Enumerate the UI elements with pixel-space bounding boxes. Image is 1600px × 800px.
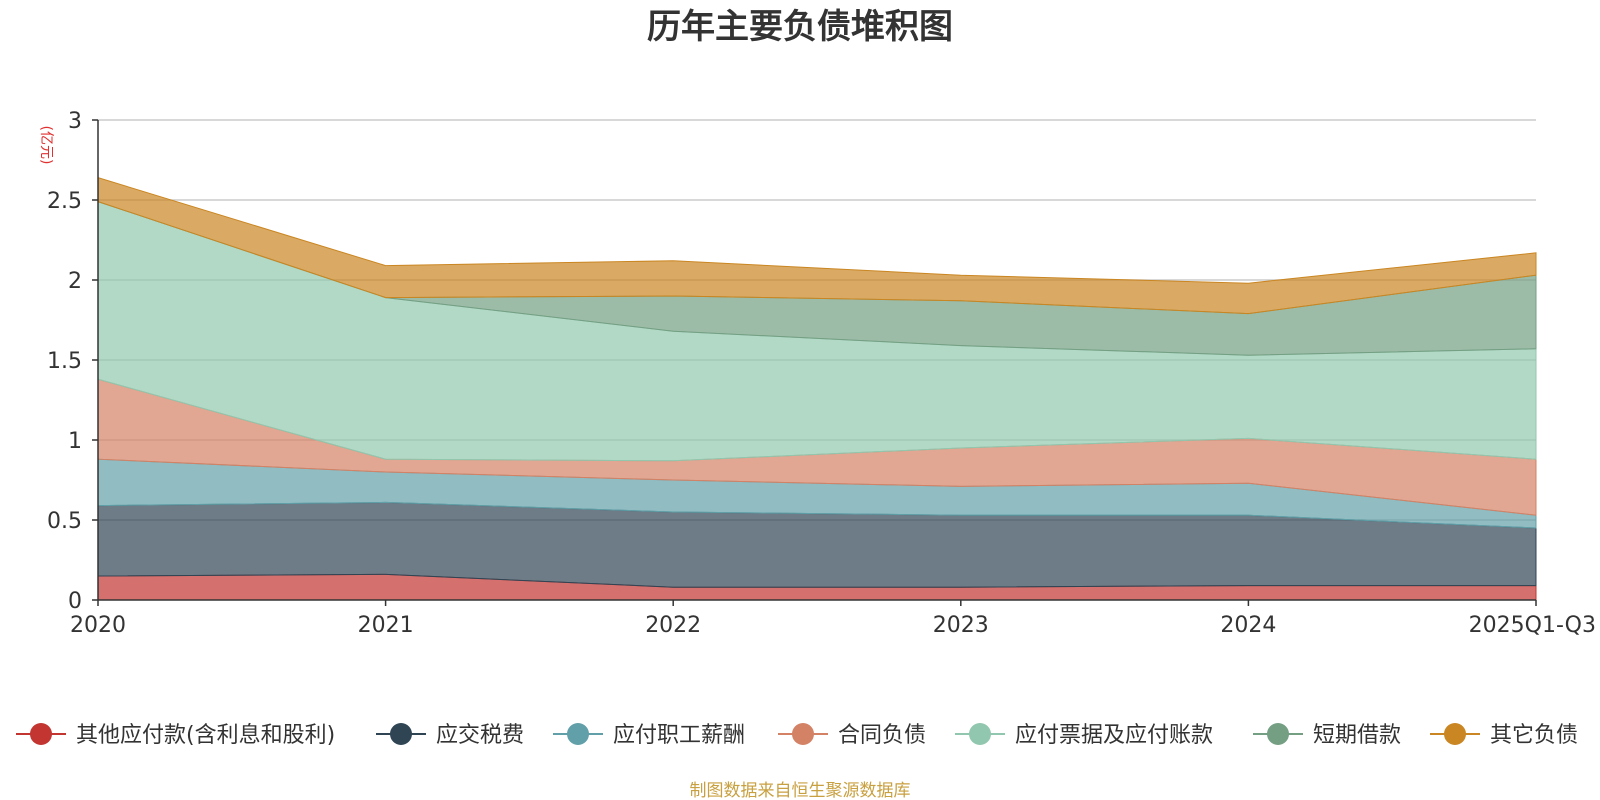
- axes: 0 0.5 1 1.5 2 2.5 3 2020 2021 2022 2023 2024 2025Q1-…: [47, 109, 1596, 638]
- legend-marker-icon: [969, 723, 991, 745]
- y-tick-label: 0: [68, 589, 82, 614]
- y-tick-label: 1: [68, 429, 82, 454]
- legend-label: 其它负债: [1490, 723, 1578, 748]
- legend-item-0[interactable]: 其他应付款(含利息和股利): [16, 723, 335, 748]
- legend-label: 其他应付款(含利息和股利): [76, 723, 335, 748]
- x-tick-label: 2023: [933, 613, 989, 638]
- legend-marker-icon: [390, 723, 412, 745]
- chart-title: 历年主要负债堆积图: [647, 7, 953, 47]
- area-series-6[interactable]: [97, 176, 1537, 315]
- legend-item-6[interactable]: 其它负债: [1430, 723, 1578, 748]
- y-tick-label: 0.5: [47, 509, 82, 534]
- y-tick-label: 1.5: [47, 349, 82, 374]
- legend-label: 应付票据及应付账款: [1015, 723, 1213, 748]
- legend[interactable]: 其他应付款(含利息和股利) 应交税费 应付职工薪酬 合同负债 应付票据及应付账款 短期借款…: [16, 723, 1578, 748]
- legend-item-5[interactable]: 短期借款: [1253, 723, 1401, 748]
- legend-marker-icon: [792, 723, 814, 745]
- legend-marker-icon: [1444, 723, 1466, 745]
- x-tick-label: 2020: [70, 613, 126, 638]
- legend-marker-icon: [30, 723, 52, 745]
- legend-item-1[interactable]: 应交税费: [376, 723, 524, 748]
- legend-label: 应交税费: [436, 723, 524, 748]
- legend-label: 应付职工薪酬: [613, 723, 745, 748]
- legend-label: 短期借款: [1313, 723, 1401, 748]
- stacked-areas: [97, 176, 1537, 601]
- y-tick-label: 3: [68, 109, 82, 134]
- legend-marker-icon: [567, 723, 589, 745]
- legend-item-3[interactable]: 合同负债: [778, 723, 926, 748]
- legend-item-4[interactable]: 应付票据及应付账款: [955, 723, 1213, 748]
- x-tick-label: 2022: [645, 613, 701, 638]
- x-tick-label: 2021: [358, 613, 414, 638]
- x-tick-label: 2025Q1-Q3: [1469, 613, 1596, 638]
- y-tick-label: 2: [68, 269, 82, 294]
- legend-marker-icon: [1267, 723, 1289, 745]
- data-source-note: 制图数据来自恒生聚源数据库: [690, 781, 911, 800]
- y-unit-label: (亿元): [38, 126, 54, 165]
- x-tick-label: 2024: [1220, 613, 1276, 638]
- legend-label: 合同负债: [838, 723, 926, 748]
- y-tick-label: 2.5: [47, 189, 82, 214]
- legend-item-2[interactable]: 应付职工薪酬: [553, 723, 745, 748]
